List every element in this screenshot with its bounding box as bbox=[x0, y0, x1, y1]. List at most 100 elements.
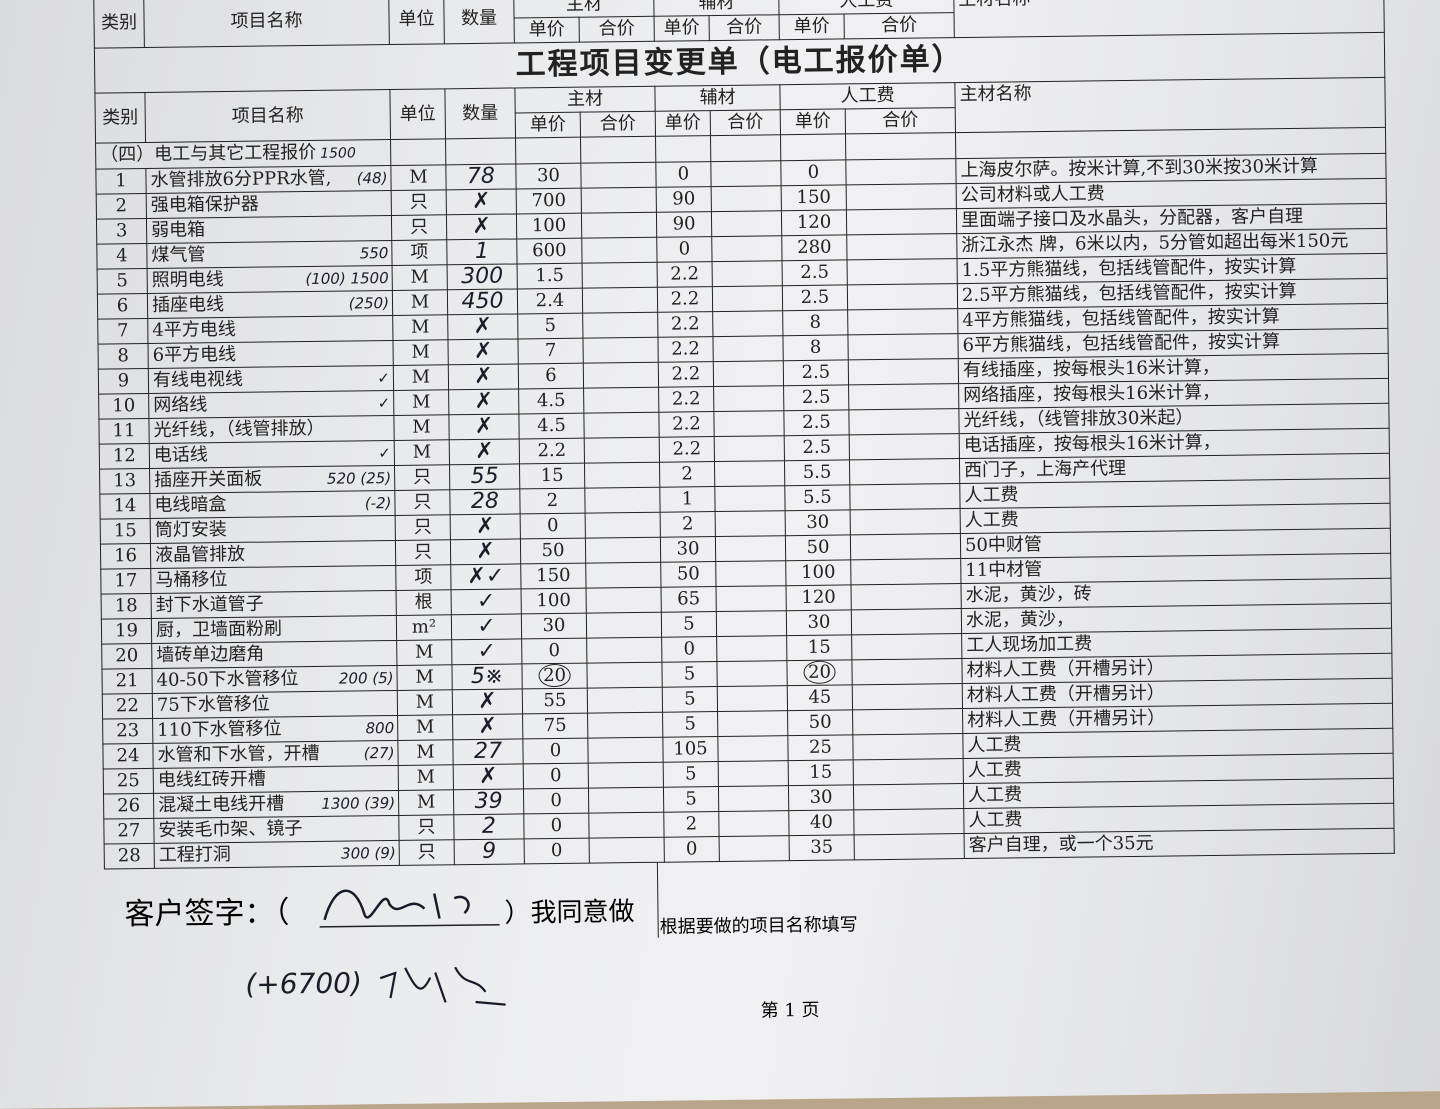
header-aux-material: 辅材 bbox=[654, 84, 781, 112]
row-number: 4 bbox=[96, 243, 148, 270]
aux-total bbox=[713, 360, 784, 387]
aux-total bbox=[711, 210, 782, 237]
main-unit-price: 7 bbox=[517, 338, 584, 364]
labor-unit-price: 25 bbox=[787, 734, 854, 761]
form-footer: 客户签字：（ ）我同意做 根据要做的项目名称填写 (+6700) 第 1 页 bbox=[104, 854, 1396, 1060]
main-total bbox=[582, 262, 658, 289]
header-main-material-name: 主材名称 bbox=[953, 0, 1385, 38]
row-number: 18 bbox=[101, 593, 152, 620]
quantity: ✓ bbox=[451, 639, 522, 665]
handwritten-name-scribble bbox=[379, 966, 506, 1006]
item-name: 墙砖单边磨角 bbox=[151, 640, 397, 669]
row-number: 27 bbox=[103, 818, 155, 845]
item-name: 强电箱保护器 bbox=[146, 190, 392, 219]
row-number: 8 bbox=[97, 343, 149, 370]
aux-unit-price: 90 bbox=[656, 186, 712, 213]
item-name: 电话线 ✓ bbox=[149, 440, 395, 469]
main-total bbox=[581, 212, 657, 239]
section-title: （四）电工与其它工程报价 1500 bbox=[95, 139, 391, 170]
main-total bbox=[581, 237, 658, 264]
quantity: ✓ bbox=[451, 589, 522, 615]
labor-unit-price: 2.5 bbox=[783, 359, 849, 386]
labor-unit-price: 2.5 bbox=[784, 434, 850, 461]
labor-unit-price: 5.5 bbox=[784, 459, 850, 486]
row-number: 17 bbox=[100, 568, 152, 595]
row-number: 2 bbox=[96, 193, 147, 220]
aux-unit-price: 5 bbox=[661, 661, 718, 688]
aux-total bbox=[713, 385, 784, 412]
labor-total bbox=[850, 583, 962, 610]
handwritten-annotation: (250) bbox=[348, 294, 390, 313]
header-main-material: 主材 bbox=[514, 86, 656, 113]
item-name: 有线电视线 ✓ bbox=[148, 365, 394, 394]
unit: M bbox=[397, 714, 453, 741]
item-name: 弱电箱 bbox=[146, 215, 392, 244]
aux-unit-price: 50 bbox=[660, 561, 717, 588]
aux-total bbox=[719, 835, 790, 862]
labor-total bbox=[847, 258, 958, 285]
labor-unit-price: 30 bbox=[786, 609, 852, 636]
quantity: ✗ bbox=[448, 389, 519, 415]
labor-unit-price: 150 bbox=[781, 184, 847, 211]
aux-total bbox=[710, 160, 782, 187]
main-total bbox=[583, 387, 659, 414]
row-number: 11 bbox=[98, 418, 150, 445]
aux-total bbox=[716, 610, 787, 637]
aux-unit-price: 1 bbox=[659, 486, 716, 513]
labor-unit-price: 2.5 bbox=[783, 409, 850, 436]
labor-unit-price: 5.5 bbox=[784, 484, 851, 511]
main-unit-price: 30 bbox=[521, 613, 587, 639]
quantity: ✗ bbox=[449, 439, 520, 465]
labor-total bbox=[850, 558, 961, 585]
quantity: 9 bbox=[454, 839, 525, 865]
header-total-price: 合价 bbox=[579, 16, 655, 43]
main-total bbox=[587, 712, 663, 739]
main-unit-price: 2.4 bbox=[517, 288, 583, 314]
main-total bbox=[586, 662, 663, 689]
main-total bbox=[585, 537, 661, 564]
item-name: 混凝土电线开槽 1300 (39) bbox=[153, 790, 399, 819]
aux-total bbox=[714, 460, 785, 487]
main-total bbox=[588, 812, 665, 839]
handwritten-extra-amount: (+6700) bbox=[245, 966, 363, 1001]
unit: M bbox=[397, 689, 453, 716]
labor-total bbox=[845, 158, 957, 185]
labor-total bbox=[848, 383, 959, 410]
aux-unit-price: 5 bbox=[663, 786, 719, 813]
row-number: 10 bbox=[98, 393, 149, 420]
labor-total bbox=[851, 633, 962, 660]
header-quantity: 数量 bbox=[444, 87, 516, 139]
labor-unit-price: 15 bbox=[788, 759, 854, 786]
main-total bbox=[586, 637, 662, 664]
aux-unit-price: 2.2 bbox=[659, 436, 715, 463]
main-unit-price: 55 bbox=[522, 688, 588, 714]
labor-total bbox=[852, 708, 963, 735]
labor-total bbox=[853, 808, 965, 835]
main-total bbox=[586, 612, 662, 639]
labor-unit-price: 45 bbox=[787, 684, 853, 711]
quote-table: 类别 项目名称 单位 数量 主材 辅材 人工费 主材名称 单价合价单价合价单价合… bbox=[93, 0, 1395, 870]
row-number: 28 bbox=[104, 843, 155, 870]
aux-total bbox=[717, 710, 788, 737]
aux-unit-price: 2.2 bbox=[657, 286, 713, 313]
aux-unit-price: 5 bbox=[663, 761, 719, 788]
quantity: ✗ bbox=[447, 339, 519, 365]
labor-unit-price: 35 bbox=[789, 834, 855, 861]
quantity: ✗ bbox=[453, 764, 524, 790]
quantity: ✗ bbox=[450, 514, 521, 540]
item-name: 马桶移位 bbox=[150, 565, 397, 594]
aux-unit-price: 0 bbox=[655, 161, 712, 188]
header-category: 类别 bbox=[93, 0, 145, 49]
main-total bbox=[584, 462, 660, 489]
header-aux-material: 辅材 bbox=[653, 0, 780, 17]
unit: 只 bbox=[391, 189, 447, 216]
quantity: 5※ bbox=[451, 664, 523, 690]
row-number: 21 bbox=[101, 668, 153, 695]
labor-total bbox=[847, 283, 958, 310]
item-name: 6平方电线 bbox=[147, 340, 394, 369]
quantity: 27 bbox=[452, 739, 524, 765]
labor-unit-price: 280 bbox=[781, 234, 848, 261]
labor-unit-price: 40 bbox=[788, 809, 855, 836]
header-total-price: 合价 bbox=[710, 109, 781, 136]
labor-total bbox=[847, 308, 958, 335]
